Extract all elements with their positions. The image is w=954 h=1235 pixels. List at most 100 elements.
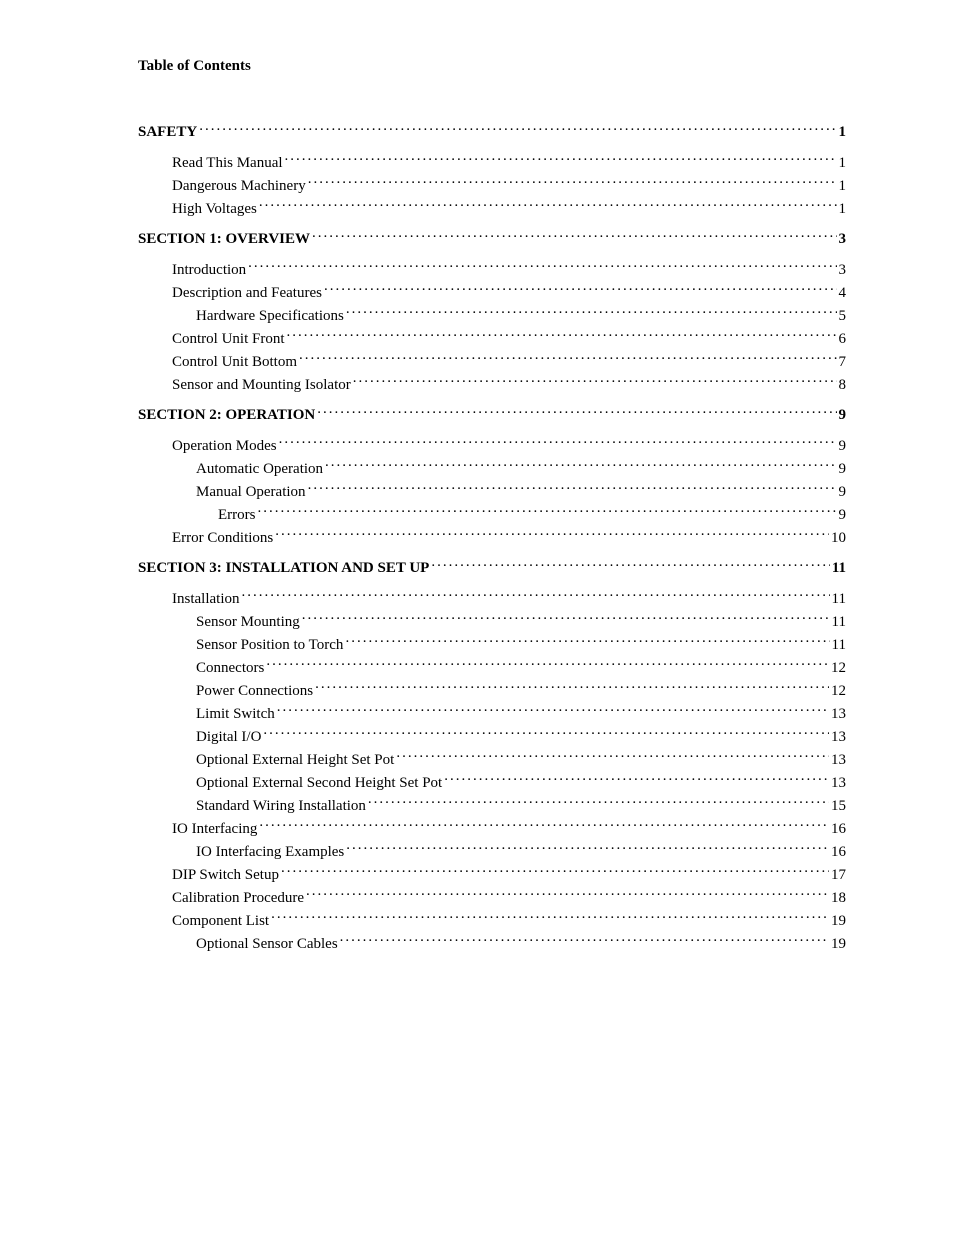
toc-entry[interactable]: Optional Sensor Cables 19 — [138, 933, 846, 955]
toc-entry[interactable]: Component List19 — [138, 910, 846, 932]
toc-leader-dots — [275, 527, 829, 542]
toc-entry[interactable]: Manual Operation9 — [138, 481, 846, 503]
toc-entry-page: 12 — [831, 659, 846, 679]
toc-leader-dots — [248, 259, 836, 274]
toc-entry-page: 3 — [839, 230, 847, 250]
toc-leader-dots — [259, 198, 837, 213]
toc-entry[interactable]: Errors 9 — [138, 504, 846, 526]
toc-entry[interactable]: Optional External Second Height Set Pot 1… — [138, 772, 846, 794]
toc-entry-label: Control Unit Bottom — [172, 353, 297, 373]
toc-entry[interactable]: SECTION 1: OVERVIEW3 — [138, 228, 846, 250]
toc-entry-page: 1 — [839, 154, 847, 174]
toc-entry-label: High Voltages — [172, 200, 257, 220]
toc-entry[interactable]: Error Conditions10 — [138, 527, 846, 549]
toc-entry-page: 9 — [839, 460, 847, 480]
toc-entry[interactable]: Calibration Procedure18 — [138, 887, 846, 909]
toc-entry-label: Optional External Height Set Pot — [196, 751, 394, 771]
toc-entry[interactable]: Installation11 — [138, 588, 846, 610]
toc-entry-page: 3 — [839, 261, 847, 281]
toc-leader-dots — [299, 351, 836, 366]
toc-leader-dots — [308, 481, 837, 496]
toc-entry[interactable]: Optional External Height Set Pot 13 — [138, 749, 846, 771]
toc-entry[interactable]: Description and Features4 — [138, 282, 846, 304]
toc-entry[interactable]: Limit Switch 13 — [138, 703, 846, 725]
toc-entry-page: 13 — [831, 774, 846, 794]
toc-entry[interactable]: Power Connections 12 — [138, 680, 846, 702]
toc-entry-label: Sensor Mounting — [196, 613, 300, 633]
toc-entry-label: Read This Manual — [172, 154, 283, 174]
toc-entry[interactable]: SECTION 3: INSTALLATION AND SET UP 11 — [138, 557, 846, 579]
toc-leader-dots — [281, 864, 829, 879]
toc-entry-label: Error Conditions — [172, 529, 273, 549]
toc-entry[interactable]: Sensor Mounting 11 — [138, 611, 846, 633]
toc-entry-label: Connectors — [196, 659, 264, 679]
toc-leader-dots — [199, 121, 836, 136]
toc-entry-label: Component List — [172, 912, 269, 932]
toc-entry[interactable]: SECTION 2: OPERATION 9 — [138, 404, 846, 426]
toc-entry-page: 9 — [839, 506, 847, 526]
toc-entry-label: Errors — [218, 506, 256, 526]
toc-leader-dots — [266, 657, 829, 672]
toc-entry-page: 11 — [832, 559, 846, 579]
toc-entry-page: 9 — [839, 437, 847, 457]
toc-entry[interactable]: Dangerous Machinery 1 — [138, 175, 846, 197]
toc-entry-page: 13 — [831, 751, 846, 771]
toc-entry[interactable]: Sensor and Mounting Isolator8 — [138, 374, 846, 396]
toc-entry-page: 6 — [839, 330, 847, 350]
toc-entry[interactable]: Connectors 12 — [138, 657, 846, 679]
toc-entry[interactable]: Standard Wiring Installation15 — [138, 795, 846, 817]
toc-leader-dots — [345, 634, 829, 649]
toc-entry[interactable]: IO Interfacing16 — [138, 818, 846, 840]
toc-entry-label: Optional Sensor Cables — [196, 935, 338, 955]
toc-entry[interactable]: High Voltages1 — [138, 198, 846, 220]
toc-entry-page: 13 — [831, 705, 846, 725]
toc-entry-label: Power Connections — [196, 682, 313, 702]
toc-leader-dots — [315, 680, 829, 695]
toc-entry[interactable]: IO Interfacing Examples16 — [138, 841, 846, 863]
toc-entry-page: 12 — [831, 682, 846, 702]
toc-leader-dots — [287, 328, 837, 343]
toc-entry-label: Standard Wiring Installation — [196, 797, 366, 817]
toc-entry-page: 9 — [839, 483, 847, 503]
toc-entry[interactable]: DIP Switch Setup17 — [138, 864, 846, 886]
toc-entry[interactable]: SAFETY1 — [138, 121, 846, 143]
toc-entry[interactable]: Read This Manual 1 — [138, 152, 846, 174]
toc-entry-label: IO Interfacing Examples — [196, 843, 344, 863]
toc-entry-label: SECTION 3: INSTALLATION AND SET UP — [138, 559, 429, 579]
table-of-contents: SAFETY1Read This Manual1Dangerous Machin… — [138, 121, 846, 954]
toc-entry[interactable]: Hardware Specifications5 — [138, 305, 846, 327]
toc-entry[interactable]: Digital I/O 13 — [138, 726, 846, 748]
toc-leader-dots — [317, 404, 836, 419]
toc-leader-dots — [312, 228, 836, 243]
toc-entry-page: 1 — [839, 123, 847, 143]
toc-entry-page: 13 — [831, 728, 846, 748]
toc-entry-label: Optional External Second Height Set Pot — [196, 774, 442, 794]
toc-entry-label: Automatic Operation — [196, 460, 323, 480]
toc-entry[interactable]: Introduction 3 — [138, 259, 846, 281]
toc-entry-label: Limit Switch — [196, 705, 275, 725]
toc-entry-label: Digital I/O — [196, 728, 261, 748]
toc-leader-dots — [242, 588, 830, 603]
toc-leader-dots — [258, 504, 837, 519]
toc-leader-dots — [431, 557, 829, 572]
toc-entry-page: 11 — [832, 636, 846, 656]
toc-entry-label: Introduction — [172, 261, 246, 281]
toc-entry-label: Hardware Specifications — [196, 307, 344, 327]
toc-entry-page: 9 — [839, 406, 847, 426]
toc-entry-page: 1 — [839, 177, 847, 197]
toc-leader-dots — [325, 458, 836, 473]
toc-entry-page: 11 — [832, 613, 846, 633]
toc-entry[interactable]: Control Unit Bottom7 — [138, 351, 846, 373]
toc-leader-dots — [263, 726, 829, 741]
toc-entry-label: SECTION 2: OPERATION — [138, 406, 315, 426]
toc-entry[interactable]: Automatic Operation 9 — [138, 458, 846, 480]
toc-entry-label: Calibration Procedure — [172, 889, 304, 909]
page-container: Table of Contents SAFETY1Read This Manua… — [0, 0, 954, 1016]
toc-entry-label: Dangerous Machinery — [172, 177, 306, 197]
toc-entry[interactable]: Operation Modes9 — [138, 435, 846, 457]
toc-leader-dots — [346, 841, 829, 856]
toc-entry-page: 19 — [831, 935, 846, 955]
toc-entry-label: Installation — [172, 590, 240, 610]
toc-entry[interactable]: Sensor Position to Torch11 — [138, 634, 846, 656]
toc-entry[interactable]: Control Unit Front6 — [138, 328, 846, 350]
